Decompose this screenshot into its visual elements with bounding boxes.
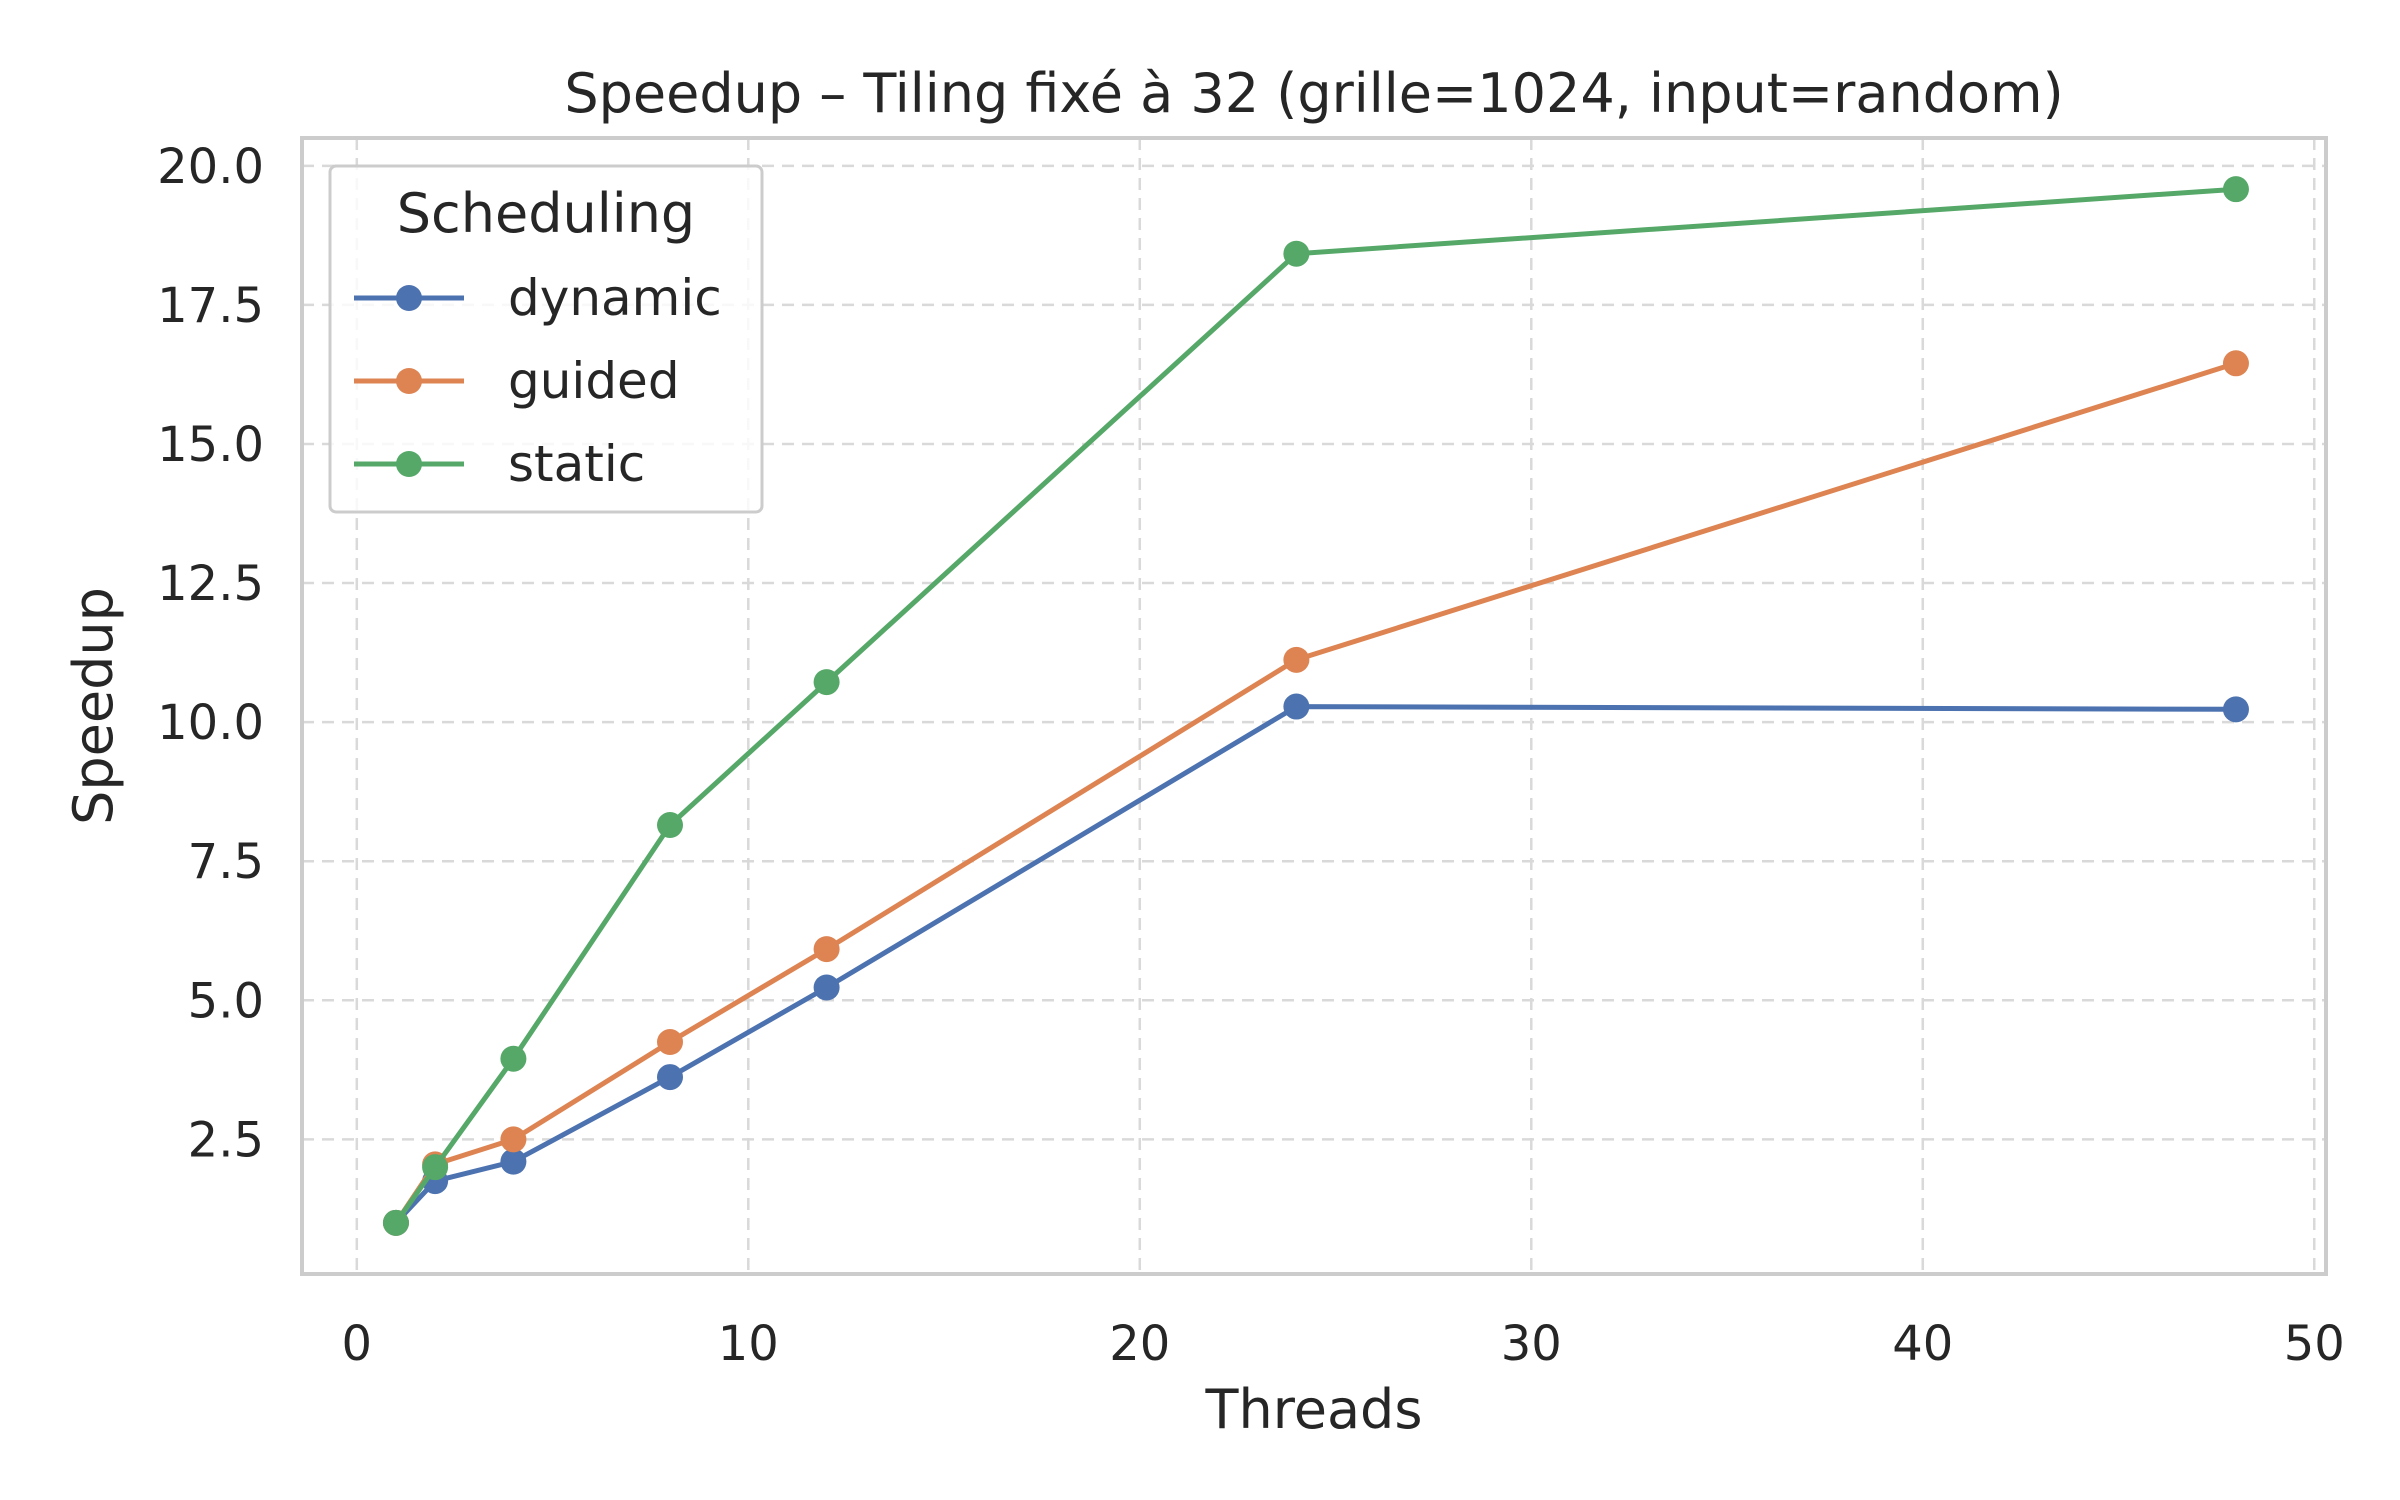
data-point-dynamic [2222,696,2249,723]
series-layer [382,176,2249,1236]
data-point-static [813,669,840,696]
data-point-guided [2222,350,2249,377]
y-tick-label: 17.5 [157,278,264,334]
y-tick-label: 2.5 [188,1112,264,1168]
plot-frame [300,136,2328,1276]
y-tick-label: 12.5 [157,556,264,612]
legend-title: Scheduling [397,182,695,245]
series-line-dynamic [393,704,2239,1226]
x-tick-label: 20 [1109,1316,1170,1372]
series-dynamic [382,693,2249,1236]
x-tick-label: 0 [342,1316,373,1372]
x-tick-label: 40 [1892,1316,1953,1372]
legend-marker-swatch [396,285,422,311]
legend-label: static [508,435,645,493]
data-point-dynamic [813,974,840,1001]
data-point-guided [500,1126,527,1153]
legend-label: guided [508,352,680,410]
legend-entries: dynamic guided static [354,269,722,493]
data-point-guided [813,936,840,963]
y-tick-label: 10.0 [157,695,264,751]
data-point-dynamic [1283,693,1310,720]
x-tick-label: 50 [2284,1316,2345,1372]
data-point-guided [1283,646,1310,673]
y-tick-label: 15.0 [157,417,264,473]
legend-box [328,164,764,514]
data-point-dynamic [657,1064,683,1091]
legend-entry-guided: guided [354,352,680,410]
data-point-static [422,1154,449,1181]
series-static [382,176,2249,1236]
legend-marker-swatch [396,451,422,477]
y-tick-label: 7.5 [188,834,264,890]
data-point-static [657,812,683,839]
legend-entry-dynamic: dynamic [354,269,722,327]
x-tick-label: 10 [718,1316,779,1372]
legend: Scheduling dynamic guided static [328,164,764,514]
tick-label-layer: 0 10 20 30 40 50 2.5 5.0 7.5 10.0 12.5 15.0 17.5 20.0 [157,139,2345,1372]
y-tick-label: 5.0 [188,973,264,1029]
data-point-static [2222,176,2249,203]
legend-entry-static: static [354,435,645,493]
data-point-dynamic [500,1148,527,1175]
y-axis-label: Speedup [62,587,125,825]
legend-label: dynamic [508,269,722,327]
y-tick-label: 20.0 [157,139,264,195]
data-point-guided [657,1029,683,1056]
chart-title: Speedup – Tiling fixé à 32 (grille=1024,… [564,62,2063,125]
data-point-static [500,1045,527,1072]
data-point-static [382,1209,409,1236]
data-point-static [1283,240,1310,267]
x-tick-label: 30 [1501,1316,1562,1372]
legend-marker-swatch [396,368,422,394]
x-axis-label: Threads [1205,1378,1423,1441]
